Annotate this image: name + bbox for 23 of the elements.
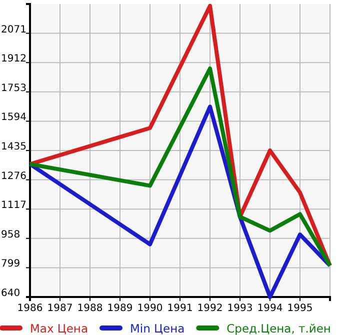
y-tick-label: 1117 (1, 200, 26, 212)
y-tick-label: 958 (1, 229, 20, 240)
y-tick-label: 1912 (1, 54, 26, 65)
x-tick-label: 1995 (287, 303, 313, 314)
x-tick-label: 1994 (257, 303, 283, 314)
y-tick-label: 640 (1, 288, 20, 299)
x-tick-label: 1989 (107, 303, 133, 314)
x-tick-label: 1991 (167, 303, 193, 314)
x-tick-label: 1990 (137, 303, 163, 314)
x-tick-label: 1993 (227, 303, 253, 314)
y-tick-label: 2071 (1, 24, 26, 36)
y-tick-label: 1753 (1, 82, 26, 94)
legend-label: Сред.Цена, т.йен (226, 322, 331, 335)
y-tick-label: 1594 (1, 112, 26, 124)
legend-label: Min Цена (130, 322, 185, 335)
x-tick-label: 1986 (17, 303, 43, 314)
y-tick-label: 1435 (1, 142, 26, 152)
x-tick-label: 1987 (47, 303, 73, 314)
x-tick-label: 1988 (77, 303, 103, 314)
x-tick-label: 1992 (197, 303, 223, 314)
legend-label: Max Цена (30, 322, 88, 335)
y-tick-label: 1276 (1, 170, 26, 182)
y-tick-label: 799 (1, 258, 20, 270)
